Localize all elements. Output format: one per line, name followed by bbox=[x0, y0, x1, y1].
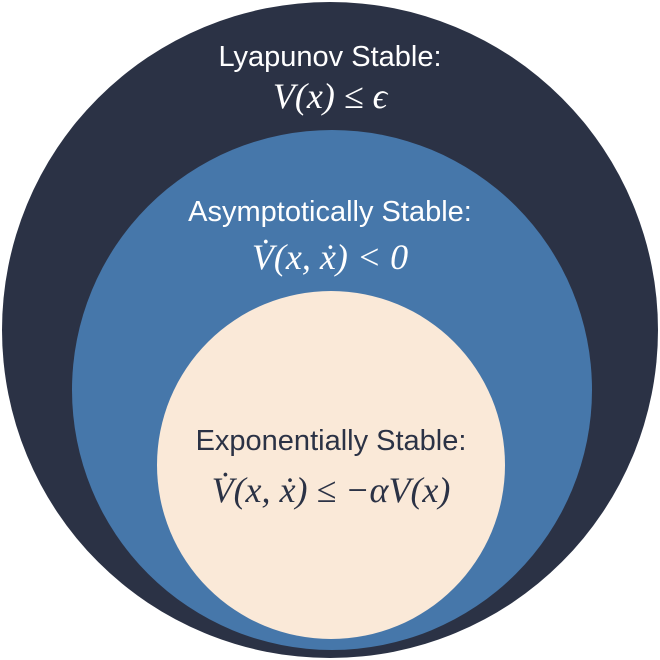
exponentially-stable-region bbox=[157, 291, 505, 639]
lyapunov-stable-heading: Lyapunov Stable: bbox=[218, 41, 441, 73]
asymptotically-stable-heading: Asymptotically Stable: bbox=[188, 196, 472, 228]
exponentially-stable-condition: V̇(x, ẋ) ≤ −αV(x) bbox=[212, 470, 451, 510]
asymptotically-stable-condition: V̇(x, ẋ) < 0 bbox=[252, 237, 408, 277]
exponentially-stable-heading: Exponentially Stable: bbox=[196, 425, 467, 457]
lyapunov-stable-condition: V(x) ≤ ϵ bbox=[273, 76, 389, 116]
